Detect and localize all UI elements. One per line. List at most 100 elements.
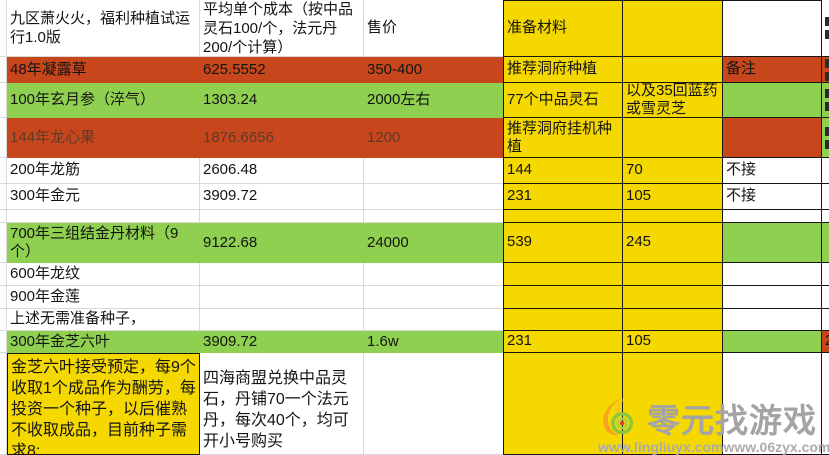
cell-r11c3[interactable] xyxy=(364,309,503,331)
cell-r9c2[interactable] xyxy=(200,263,364,286)
cell-r6c3[interactable] xyxy=(364,184,503,210)
cell-r9c7[interactable] xyxy=(822,263,829,286)
cell-r7c2[interactable] xyxy=(200,210,364,223)
cell-r11c2[interactable] xyxy=(200,309,364,331)
cell-r6c2[interactable]: 3909.72 xyxy=(200,184,364,210)
cell-r8c6[interactable] xyxy=(723,223,822,263)
cell-r6c6[interactable]: 不接 xyxy=(723,184,822,210)
cell-r11c6[interactable] xyxy=(723,309,822,331)
cell-r12c3[interactable]: 1.6w xyxy=(364,331,503,353)
cell-r7c4[interactable] xyxy=(503,210,623,223)
cell-r4c4[interactable]: 推荐洞府挂机种植 xyxy=(503,118,623,158)
cell-r11c5[interactable] xyxy=(623,309,723,331)
cell-r1c5[interactable] xyxy=(623,0,723,57)
cell-r4c3[interactable]: 1200 xyxy=(364,118,503,158)
cell-r13c4[interactable] xyxy=(503,353,623,455)
cell-r13c2[interactable]: 四海商盟兑换中品灵石，丹铺70一个法元丹，每次40个，均可开小号购买 xyxy=(200,353,364,455)
row-gutter xyxy=(0,263,7,286)
cell-r1c4[interactable]: 准备材料 xyxy=(503,0,623,57)
cell-r3c3[interactable]: 2000左右 xyxy=(364,83,503,118)
cell-r3c1[interactable]: 100年玄月参（淬气） xyxy=(7,83,200,118)
cell-r12c5[interactable]: 105 xyxy=(623,331,723,353)
cell-r8c5[interactable]: 245 xyxy=(623,223,723,263)
row-gutter xyxy=(0,57,7,83)
cell-r8c1[interactable]: 700年三组结金丹材料（9个） xyxy=(7,223,200,263)
cell-r7c1[interactable] xyxy=(7,210,200,223)
cell-r2c4[interactable]: 推荐洞府种植 xyxy=(503,57,623,83)
cell-r8c4[interactable]: 539 xyxy=(503,223,623,263)
cell-r1c6[interactable] xyxy=(723,0,822,57)
cell-r4c2[interactable]: 1876.6656 xyxy=(200,118,364,158)
cell-r10c4[interactable] xyxy=(503,286,623,309)
row-gutter xyxy=(0,286,7,309)
cell-r8c3[interactable]: 24000 xyxy=(364,223,503,263)
cell-r5c6[interactable]: 不接 xyxy=(723,158,822,184)
cell-r5c2[interactable]: 2606.48 xyxy=(200,158,364,184)
cell-r1c3[interactable]: 售价 xyxy=(364,0,503,57)
cell-r7c7[interactable] xyxy=(822,210,829,223)
cell-r9c3[interactable] xyxy=(364,263,503,286)
cell-r4c1[interactable]: 144年龙心果 xyxy=(7,118,200,158)
cell-r5c3[interactable] xyxy=(364,158,503,184)
cell-r12c2[interactable]: 3909.72 xyxy=(200,331,364,353)
cell-r11c7[interactable] xyxy=(822,309,829,331)
cell-r12c1[interactable]: 300年金芝六叶 xyxy=(7,331,200,353)
cell-r10c3[interactable] xyxy=(364,286,503,309)
cell-r10c1[interactable]: 900年金莲 xyxy=(7,286,200,309)
cell-r13c5[interactable] xyxy=(623,353,723,455)
cell-r9c1[interactable]: 600年龙纹 xyxy=(7,263,200,286)
cell-r9c6[interactable] xyxy=(723,263,822,286)
cell-r6c7[interactable] xyxy=(822,184,829,210)
cell-r6c1[interactable]: 300年金元 xyxy=(7,184,200,210)
cell-r4c7-clipped[interactable] xyxy=(822,118,829,158)
cell-r8c7[interactable] xyxy=(822,223,829,263)
cell-r11c1[interactable]: 上述无需准备种子， xyxy=(7,309,200,331)
cell-r13c3[interactable] xyxy=(364,353,503,455)
cell-r10c2[interactable] xyxy=(200,286,364,309)
row-gutter xyxy=(0,309,7,331)
cell-r7c3[interactable] xyxy=(364,210,503,223)
cell-r12c7-clipped[interactable]: 2 xyxy=(822,331,829,353)
cell-r10c6[interactable] xyxy=(723,286,822,309)
cell-r7c5[interactable] xyxy=(623,210,723,223)
row-gutter xyxy=(0,184,7,210)
cell-r13c1[interactable]: 金芝六叶接受预定，每9个收取1个成品作为酬劳，每投资一个种子，以后催熟不收取成品… xyxy=(7,353,200,455)
cell-r9c5[interactable] xyxy=(623,263,723,286)
watermark: 零元找游戏 www.lingliuyx.com www.06zyx.com xyxy=(598,397,829,455)
cell-r5c4[interactable]: 144 xyxy=(503,158,623,184)
cell-r3c6[interactable] xyxy=(723,83,822,118)
cell-r2c2[interactable]: 625.5552 xyxy=(200,57,364,83)
cell-r5c5[interactable]: 70 xyxy=(623,158,723,184)
cell-r2c1[interactable]: 48年凝露草 xyxy=(7,57,200,83)
cell-r5c1[interactable]: 200年龙筋 xyxy=(7,158,200,184)
cell-r4c6[interactable] xyxy=(723,118,822,158)
cell-r3c5[interactable]: 以及35回蓝药或雪灵芝 xyxy=(623,83,723,118)
row-gutter xyxy=(0,0,7,57)
cell-r6c4[interactable]: 231 xyxy=(503,184,623,210)
cell-r1c1[interactable]: 九区萧火火，福利种植试运行1.0版 xyxy=(7,0,200,57)
cell-r3c2[interactable]: 1303.24 xyxy=(200,83,364,118)
watermark-url-1: www.lingliuyx.com xyxy=(598,439,724,455)
cell-r12c6[interactable] xyxy=(723,331,822,353)
cell-r5c7[interactable] xyxy=(822,158,829,184)
cell-r9c4[interactable] xyxy=(503,263,623,286)
cell-r2c6[interactable]: 备注 xyxy=(723,57,822,83)
cell-r4c5[interactable] xyxy=(623,118,723,158)
cell-r3c4[interactable]: 77个中品灵石 xyxy=(503,83,623,118)
row-gutter xyxy=(0,210,7,223)
cell-r2c5[interactable] xyxy=(623,57,723,83)
cell-r10c5[interactable] xyxy=(623,286,723,309)
row-gutter xyxy=(0,223,7,263)
cell-r6c5[interactable]: 105 xyxy=(623,184,723,210)
cell-r8c2[interactable]: 9122.68 xyxy=(200,223,364,263)
row-gutter xyxy=(0,118,7,158)
cell-r7c6[interactable] xyxy=(723,210,822,223)
cell-r1c7-clipped[interactable] xyxy=(822,0,829,57)
cell-r10c7[interactable] xyxy=(822,286,829,309)
cell-r1c2[interactable]: 平均单个成本（按中品灵石100/个，法元丹200/个计算） xyxy=(200,0,364,57)
cell-r2c7-clipped[interactable] xyxy=(822,57,829,83)
cell-r3c7-clipped[interactable] xyxy=(822,83,829,118)
cell-r2c3[interactable]: 350-400 xyxy=(364,57,503,83)
cell-r12c4[interactable]: 231 xyxy=(503,331,623,353)
cell-r11c4[interactable] xyxy=(503,309,623,331)
